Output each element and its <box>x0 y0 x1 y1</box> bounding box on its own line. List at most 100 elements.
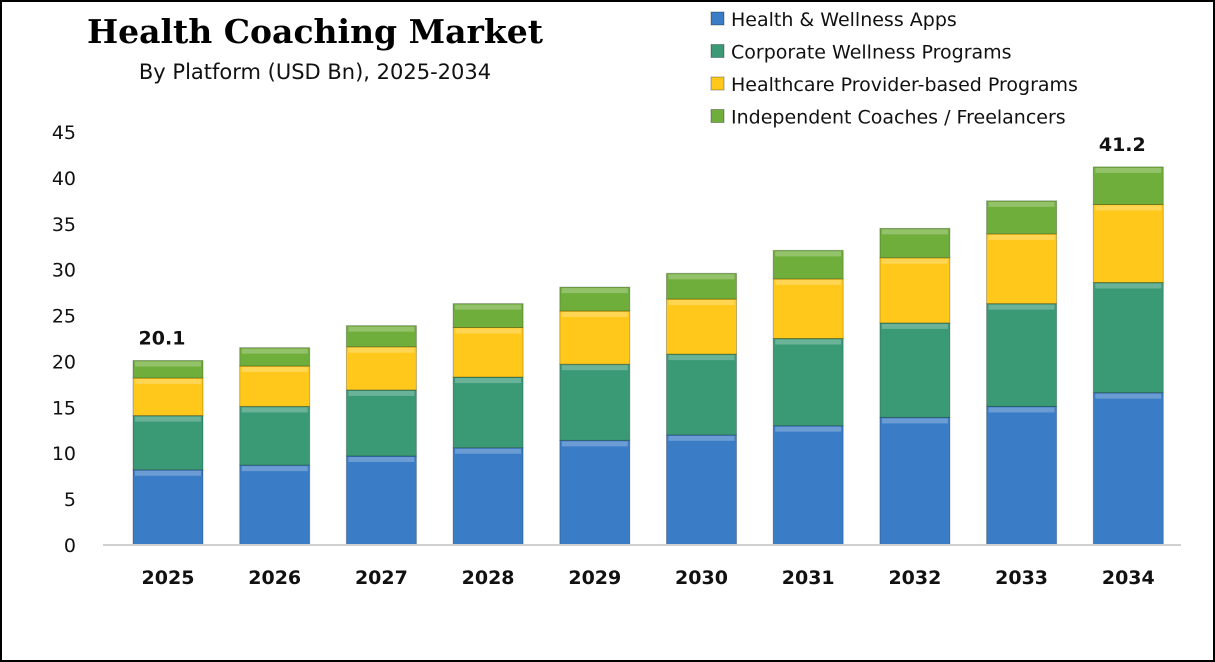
legend-swatch <box>710 44 725 58</box>
bar-segment-2 <box>345 346 417 391</box>
bar-bevel-highlight <box>348 326 415 332</box>
bar-segment-0 <box>239 464 311 546</box>
x-tick-label: 2034 <box>1102 567 1155 589</box>
bar-bevel-highlight <box>455 448 522 454</box>
bar-bevel-highlight <box>455 304 522 310</box>
bar-segment-3 <box>132 360 204 379</box>
bar-segment-2 <box>772 278 844 340</box>
bar-segment-3 <box>239 347 311 367</box>
y-tick-label: 40 <box>52 168 76 190</box>
bar-bevel-highlight <box>561 311 628 317</box>
bar-segment-1 <box>452 376 524 449</box>
bar-segment-1 <box>1092 282 1164 394</box>
y-tick-label: 30 <box>52 260 76 282</box>
bar-bevel-highlight <box>668 274 735 280</box>
bar-bevel-highlight <box>988 201 1055 207</box>
bar-segment-3 <box>772 249 844 280</box>
y-tick-label: 45 <box>52 122 76 144</box>
y-tick-label: 0 <box>64 535 76 557</box>
bar-segment-3 <box>879 227 951 259</box>
y-tick-label: 20 <box>52 351 76 373</box>
bar-bevel-highlight <box>668 300 735 306</box>
x-tick-label: 2026 <box>248 567 301 589</box>
legend-label: Independent Coaches / Freelancers <box>731 107 1066 129</box>
bar-segment-2 <box>986 233 1058 305</box>
bar-bevel-highlight <box>561 365 628 371</box>
bars <box>132 166 1164 546</box>
bar-bevel-highlight <box>881 229 948 235</box>
legend: Health & Wellness Apps Corporate Wellness… <box>710 9 1078 129</box>
bar-bevel-highlight <box>135 378 201 384</box>
bar-segment-1 <box>345 389 417 457</box>
bar-segment-3 <box>452 303 524 328</box>
data-label: 41.2 <box>1099 134 1146 156</box>
bar-segment-2 <box>239 365 311 407</box>
bar-bevel-highlight <box>348 456 415 462</box>
bar-segment-2 <box>666 298 737 355</box>
bar-bevel-highlight <box>668 435 735 441</box>
bar-bevel-highlight <box>561 441 628 447</box>
bar-segment-1 <box>239 405 311 466</box>
bar-segment-2 <box>1092 204 1164 284</box>
bar-bevel-highlight <box>988 234 1055 240</box>
legend-swatch <box>710 11 725 26</box>
y-tick-label: 5 <box>64 489 76 511</box>
bar-segment-0 <box>345 455 417 546</box>
bar-segment-0 <box>879 416 951 546</box>
bar-segment-0 <box>986 405 1058 546</box>
bar-bevel-highlight <box>241 348 308 354</box>
chart-title: Health Coaching Market <box>87 12 544 51</box>
legend-label: Healthcare Provider-based Programs <box>731 74 1078 96</box>
y-tick-label: 15 <box>52 397 76 419</box>
bar-segment-0 <box>666 434 737 546</box>
bar-bevel-highlight <box>135 470 201 476</box>
x-tick-label: 2032 <box>888 567 941 589</box>
data-label: 20.1 <box>139 328 186 350</box>
bar-bevel-highlight <box>1095 283 1162 289</box>
bar-bevel-highlight <box>775 339 842 345</box>
bar-bevel-highlight <box>241 407 308 413</box>
bar-bevel-highlight <box>775 251 842 257</box>
bar-segment-2 <box>559 310 631 365</box>
bar-bevel-highlight <box>241 466 308 472</box>
x-tick-label: 2027 <box>355 567 408 589</box>
y-tick-label: 25 <box>52 306 76 328</box>
bar-bevel-highlight <box>988 407 1055 413</box>
bar-segment-1 <box>986 303 1058 407</box>
bar-segment-0 <box>559 439 631 546</box>
bar-segment-1 <box>666 353 737 436</box>
x-tick-label: 2033 <box>995 567 1048 589</box>
x-tick-label: 2025 <box>142 567 195 589</box>
bar-segment-3 <box>1092 166 1164 206</box>
x-tick-label: 2029 <box>568 567 621 589</box>
legend-label: Health & Wellness Apps <box>731 9 957 31</box>
bar-bevel-highlight <box>241 367 308 373</box>
bar-segment-2 <box>132 377 204 417</box>
bar-bevel-highlight <box>1095 205 1162 211</box>
bar-segment-3 <box>986 200 1058 235</box>
y-axis: 0 5 10 15 20 25 30 35 40 45 <box>52 122 76 557</box>
bar-segment-3 <box>345 325 417 348</box>
x-tick-label: 2028 <box>462 567 515 589</box>
bar-bevel-highlight <box>775 426 842 432</box>
bar-bevel-highlight <box>1095 167 1162 173</box>
legend-swatch <box>710 109 725 123</box>
bar-segment-1 <box>879 322 951 418</box>
bar-bevel-highlight <box>561 288 628 294</box>
bar-segment-0 <box>132 469 204 546</box>
x-tick-label: 2030 <box>675 567 728 589</box>
x-axis: 2025 2026 2027 2028 2029 2030 2031 2032 2033 2034 <box>142 567 1155 589</box>
bar-bevel-highlight <box>455 378 522 384</box>
bar-bevel-highlight <box>881 323 948 329</box>
bar-bevel-highlight <box>881 258 948 264</box>
bar-segment-0 <box>1092 392 1164 546</box>
bar-bevel-highlight <box>988 304 1055 310</box>
bar-bevel-highlight <box>668 355 735 361</box>
bar-bevel-highlight <box>348 347 415 353</box>
bar-segment-2 <box>452 326 524 378</box>
bar-segment-1 <box>559 363 631 441</box>
chart-subtitle: By Platform (USD Bn), 2025-2034 <box>139 60 491 84</box>
bar-segment-3 <box>666 272 737 300</box>
bar-segment-2 <box>879 257 951 324</box>
